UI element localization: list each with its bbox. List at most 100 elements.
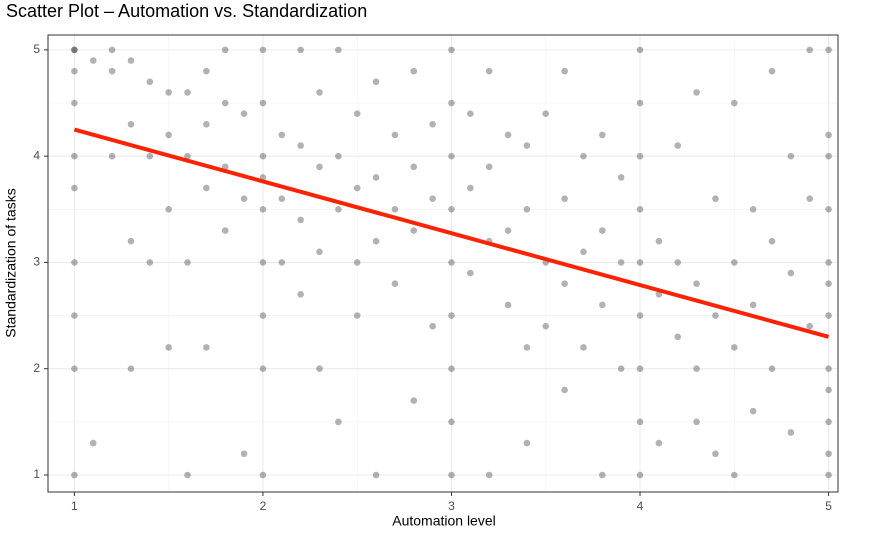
point	[693, 89, 700, 96]
point	[712, 450, 719, 458]
point	[71, 46, 78, 54]
point	[448, 46, 455, 54]
point	[165, 131, 172, 139]
point	[240, 195, 248, 202]
point	[278, 195, 286, 202]
plot-border	[47, 34, 839, 493]
point	[712, 312, 719, 319]
point	[523, 439, 531, 447]
point	[485, 471, 493, 479]
point	[768, 67, 776, 75]
point	[353, 312, 361, 319]
point	[127, 57, 135, 64]
point	[391, 131, 399, 139]
point	[353, 110, 361, 117]
point	[485, 163, 493, 171]
point	[787, 269, 795, 277]
point	[259, 99, 267, 107]
point	[561, 386, 568, 394]
point	[561, 195, 568, 202]
point	[542, 110, 550, 117]
point	[184, 471, 191, 479]
point	[580, 248, 587, 256]
point	[71, 365, 78, 373]
point	[221, 99, 229, 107]
point	[71, 67, 78, 75]
point	[617, 174, 625, 181]
point	[448, 471, 455, 479]
point	[561, 280, 568, 287]
point	[825, 152, 832, 160]
point	[825, 450, 832, 458]
point	[165, 89, 172, 96]
point	[335, 46, 342, 54]
point	[787, 429, 795, 436]
point	[693, 280, 700, 287]
point	[467, 269, 474, 277]
point	[523, 205, 531, 213]
point	[636, 471, 644, 479]
point	[636, 205, 644, 213]
point	[316, 248, 323, 256]
point	[825, 46, 832, 54]
point	[203, 184, 210, 192]
point	[749, 205, 757, 213]
point	[825, 471, 832, 479]
point	[636, 365, 644, 373]
point	[71, 184, 78, 192]
point	[108, 152, 116, 160]
point	[127, 237, 135, 245]
point	[674, 259, 682, 266]
point	[749, 407, 757, 415]
point	[353, 259, 361, 266]
point	[259, 471, 267, 479]
point	[410, 163, 418, 171]
point	[617, 259, 625, 266]
point	[184, 259, 191, 266]
point	[429, 120, 436, 128]
point	[523, 344, 531, 351]
point	[316, 89, 323, 96]
x-tick-label: 1	[71, 499, 78, 513]
x-tick-label: 3	[448, 499, 455, 513]
point	[749, 301, 757, 309]
point	[825, 131, 832, 139]
point	[316, 365, 323, 373]
plot-panel	[48, 35, 838, 492]
point	[636, 312, 644, 319]
trend-line	[73, 127, 830, 339]
point	[768, 365, 776, 373]
point	[636, 99, 644, 107]
point	[636, 152, 644, 160]
x-tick-label: 2	[260, 499, 267, 513]
point	[297, 291, 304, 298]
point	[693, 365, 700, 373]
x-axis-label: Automation level	[392, 513, 496, 529]
point	[448, 205, 455, 213]
point	[410, 397, 418, 404]
point	[825, 386, 832, 394]
point	[580, 152, 587, 160]
point	[165, 344, 172, 351]
point	[825, 259, 832, 266]
point	[504, 301, 512, 309]
point	[485, 67, 493, 75]
point	[203, 67, 210, 75]
point	[523, 142, 531, 149]
point	[89, 57, 97, 64]
point	[203, 344, 210, 351]
point	[221, 46, 229, 54]
point	[203, 120, 210, 128]
point	[259, 152, 267, 160]
point	[297, 142, 304, 149]
y-tick-label: 3	[33, 255, 40, 269]
point	[297, 216, 304, 224]
point	[372, 471, 380, 479]
point	[221, 227, 229, 234]
y-tick-label: 2	[33, 361, 40, 375]
point	[71, 99, 78, 107]
y-tick-label: 1	[33, 467, 40, 481]
point	[448, 152, 455, 160]
point	[410, 227, 418, 234]
point	[71, 46, 78, 54]
